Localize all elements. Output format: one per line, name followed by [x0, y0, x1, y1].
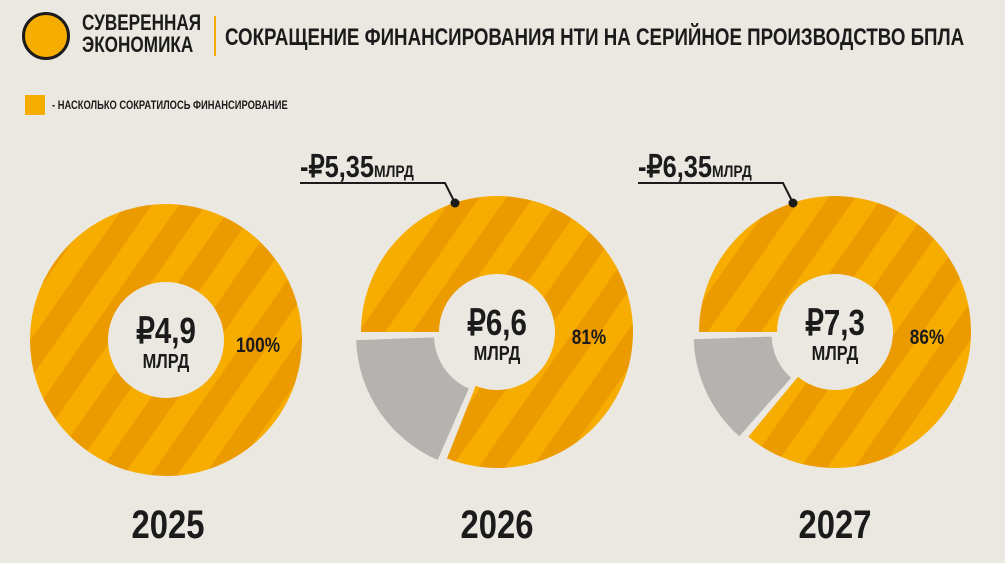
year-label: 2026	[461, 502, 534, 547]
reduction-label: -₽6,35МЛРД	[638, 150, 752, 185]
divider	[214, 16, 216, 56]
reduction-label: -₽5,35МЛРД	[300, 150, 414, 185]
funding-slice	[361, 196, 633, 469]
callout-line	[300, 182, 456, 204]
percent-label: 100%	[236, 335, 280, 358]
callout-line	[638, 182, 794, 204]
funding-slice	[699, 196, 971, 468]
funding-slice	[30, 204, 302, 476]
legend-swatch	[25, 95, 45, 115]
page-title: СОКРАЩЕНИЕ ФИНАНСИРОВАНИЯ НТИ НА СЕРИЙНО…	[225, 24, 965, 51]
year-label: 2027	[799, 502, 872, 547]
legend-label: - НАСКОЛЬКО СОКРАТИЛОСЬ ФИНАНСИРОВАНИЕ	[52, 98, 288, 112]
brand-line2: ЭКОНОМИКА	[82, 32, 194, 57]
reduction-unit: МЛРД	[712, 163, 752, 182]
percent-label: 81%	[572, 327, 606, 350]
reduction-unit: МЛРД	[374, 163, 414, 182]
total-value: ₽7,3	[805, 302, 865, 342]
reduction-slice	[693, 336, 792, 437]
total-unit: МЛРД	[474, 341, 521, 364]
total-value: ₽6,6	[467, 302, 527, 342]
brand-name: СУВЕРЕННАЯ ЭКОНОМИКА	[82, 12, 235, 56]
total-unit: МЛРД	[812, 341, 859, 364]
reduction-slice	[356, 337, 469, 460]
total-value: ₽4,9	[136, 310, 196, 350]
brand-line1: СУВЕРЕННАЯ	[82, 10, 202, 35]
total-unit: МЛРД	[143, 349, 190, 372]
percent-label: 86%	[910, 327, 944, 350]
year-label: 2025	[132, 502, 205, 547]
logo	[22, 12, 70, 60]
